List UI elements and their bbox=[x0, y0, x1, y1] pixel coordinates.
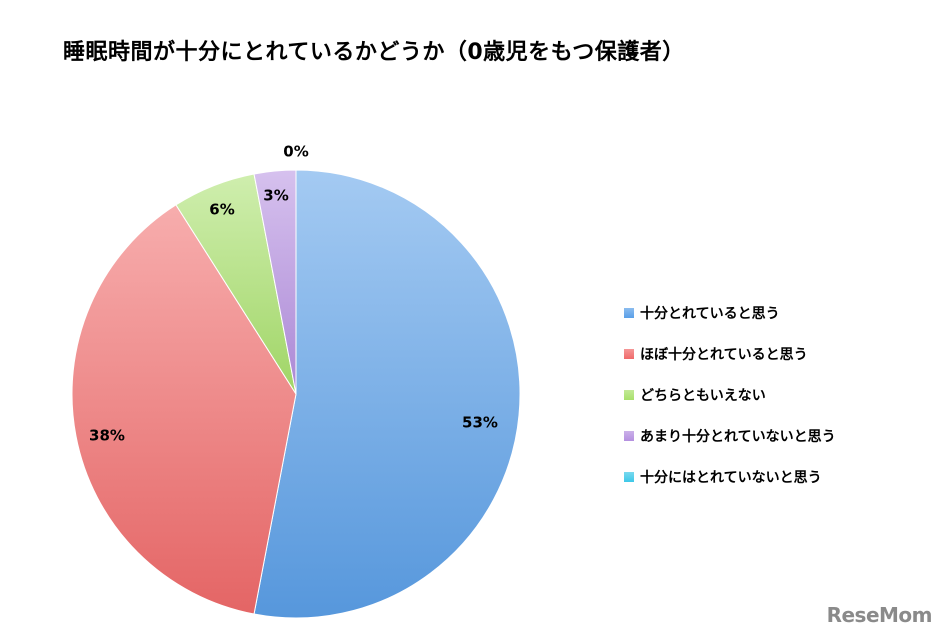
legend-label: 十分とれていると思う bbox=[640, 306, 780, 322]
legend-label: ほぼ十分とれていると思う bbox=[640, 347, 808, 363]
pie-slice-4 bbox=[253, 169, 297, 395]
chart-title: 睡眠時間が十分にとれているかどうか（0歳児をもつ保護者） bbox=[63, 40, 685, 65]
data-label-4: 3% bbox=[263, 187, 288, 205]
legend-swatch bbox=[624, 308, 634, 318]
legend-item-2: ほぼ十分とれていると思う bbox=[624, 344, 836, 364]
legend-item-5: 十分にはとれていないと思う bbox=[624, 467, 836, 487]
legend-swatch bbox=[624, 390, 634, 400]
legend-label: 十分にはとれていないと思う bbox=[640, 470, 822, 486]
chart-legend: 十分とれていると思うほぼ十分とれていると思う どちらともいえないあまり十分とれてい… bbox=[624, 303, 836, 508]
data-label-1: 53% bbox=[462, 414, 498, 432]
legend-label: あまり十分とれていないと思う bbox=[640, 429, 836, 445]
resemom-logo: ReseMom bbox=[826, 603, 933, 627]
legend-swatch bbox=[624, 349, 634, 359]
legend-swatch bbox=[624, 431, 634, 441]
legend-item-1: 十分とれていると思う bbox=[624, 303, 836, 323]
data-label-3: 6% bbox=[209, 201, 234, 219]
data-label-2: 38% bbox=[89, 427, 125, 445]
legend-item-3: どちらともいえない bbox=[624, 385, 836, 405]
legend-item-4: あまり十分とれていないと思う bbox=[624, 426, 836, 446]
data-label-5: 0% bbox=[283, 143, 308, 161]
legend-label: どちらともいえない bbox=[640, 388, 766, 404]
pie-slice-2 bbox=[71, 204, 297, 615]
pie-slice-1 bbox=[253, 169, 521, 619]
legend-swatch bbox=[624, 472, 634, 482]
